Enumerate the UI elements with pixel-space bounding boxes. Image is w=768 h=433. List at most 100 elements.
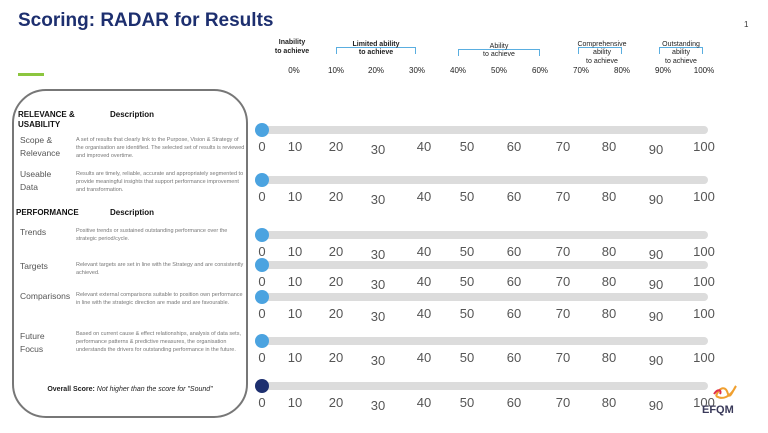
score-slider-track[interactable] [256,231,708,239]
tick-label: 20 [328,274,344,289]
criterion-name: Targets [20,261,48,271]
tick-label: 60 [506,306,522,321]
score-slider-handle[interactable] [255,290,269,304]
tick-label: 50 [459,244,475,259]
score-slider-handle[interactable] [255,258,269,272]
tick-label: 40 [416,395,432,410]
tick-label: 30 [370,247,386,262]
percent-label: 90% [654,66,672,75]
score-slider-track[interactable] [256,126,708,134]
criterion-name: Comparisons [20,291,71,301]
tick-label: 90 [648,398,664,413]
score-slider-track[interactable] [256,261,708,269]
tick-label: 80 [601,244,617,259]
tick-label: 90 [648,277,664,292]
tick-label: 0 [258,189,266,204]
percent-label: 20% [367,66,385,75]
tick-label: 80 [601,306,617,321]
tick-label: 30 [370,142,386,157]
tick-label: 100 [693,395,715,410]
tick-label: 10 [287,139,303,154]
tick-label: 10 [287,244,303,259]
tick-label: 10 [287,306,303,321]
tick-label: 100 [693,350,715,365]
tick-label: 60 [506,189,522,204]
percent-label: 10% [327,66,345,75]
tick-label: 40 [416,139,432,154]
tick-label: 50 [459,189,475,204]
tick-label: 30 [370,353,386,368]
criterion-name: Future Focus [20,331,45,354]
score-slider-handle[interactable] [255,379,269,393]
tick-label: 40 [416,274,432,289]
criterion-description: Results are timely, reliable, accurate a… [76,171,244,193]
tick-label: 20 [328,306,344,321]
percent-label: 50% [490,66,508,75]
tick-label: 90 [648,353,664,368]
percent-label: 30% [408,66,426,75]
tick-label: 30 [370,192,386,207]
tick-label: 40 [416,244,432,259]
tick-label: 80 [601,274,617,289]
tick-label: 10 [287,395,303,410]
tick-label: 70 [555,350,571,365]
percent-label: 80% [613,66,631,75]
score-slider-handle[interactable] [255,228,269,242]
tick-label: 60 [506,350,522,365]
description-heading: Description [110,208,155,217]
criteria-panel [12,89,248,418]
tick-label: 50 [459,395,475,410]
tick-label: 30 [370,277,386,292]
tick-label: 0 [258,350,266,365]
score-slider-track[interactable] [256,293,708,301]
criterion-name: Trends [20,227,47,237]
band-outstanding: Outstanding ability to achieve [655,40,707,66]
tick-label: 80 [601,139,617,154]
score-slider-handle[interactable] [255,173,269,187]
tick-label: 70 [555,244,571,259]
tick-label: 70 [555,395,571,410]
criterion-name: Useable Data [20,169,52,192]
section-heading-relevance: RELEVANCE & USABILITY [18,110,75,129]
tick-label: 60 [506,274,522,289]
tick-label: 90 [648,309,664,324]
band-inability: Inability to achieve [274,39,310,55]
tick-label: 100 [693,306,715,321]
tick-label: 100 [693,189,715,204]
tick-label: 0 [258,274,266,289]
tick-label: 70 [555,274,571,289]
overall-score-label: Overall Score: Not higher than the score… [47,386,213,393]
percent-label: 70% [572,66,590,75]
page-number: 1 [744,20,749,29]
tick-label: 90 [648,192,664,207]
band-ability: Ability to achieve [458,42,540,59]
tick-label: 0 [258,139,266,154]
description-heading: Description [110,110,155,119]
score-slider-track[interactable] [256,176,708,184]
score-slider-track[interactable] [256,337,708,345]
tick-label: 40 [416,189,432,204]
tick-label: 90 [648,247,664,262]
tick-label: 10 [287,274,303,289]
tick-label: 20 [328,350,344,365]
score-slider-handle[interactable] [255,334,269,348]
score-slider-track[interactable] [256,382,708,390]
tick-label: 30 [370,398,386,413]
score-slider-handle[interactable] [255,123,269,137]
tick-label: 40 [416,350,432,365]
tick-label: 0 [258,306,266,321]
tick-label: 90 [648,142,664,157]
tick-label: 100 [693,139,715,154]
criterion-description: Relevant targets are set in line with th… [76,262,244,276]
accent-bar [18,73,44,76]
efqm-logo: EFQM [700,384,740,416]
criterion-description: Positive trends or sustained outstanding… [76,228,228,242]
tick-label: 30 [370,309,386,324]
percent-label: 100% [693,66,715,75]
tick-label: 60 [506,395,522,410]
tick-label: 70 [555,189,571,204]
percent-label: 40% [449,66,467,75]
tick-label: 60 [506,139,522,154]
tick-label: 60 [506,244,522,259]
efqm-logo-icon [713,385,737,399]
